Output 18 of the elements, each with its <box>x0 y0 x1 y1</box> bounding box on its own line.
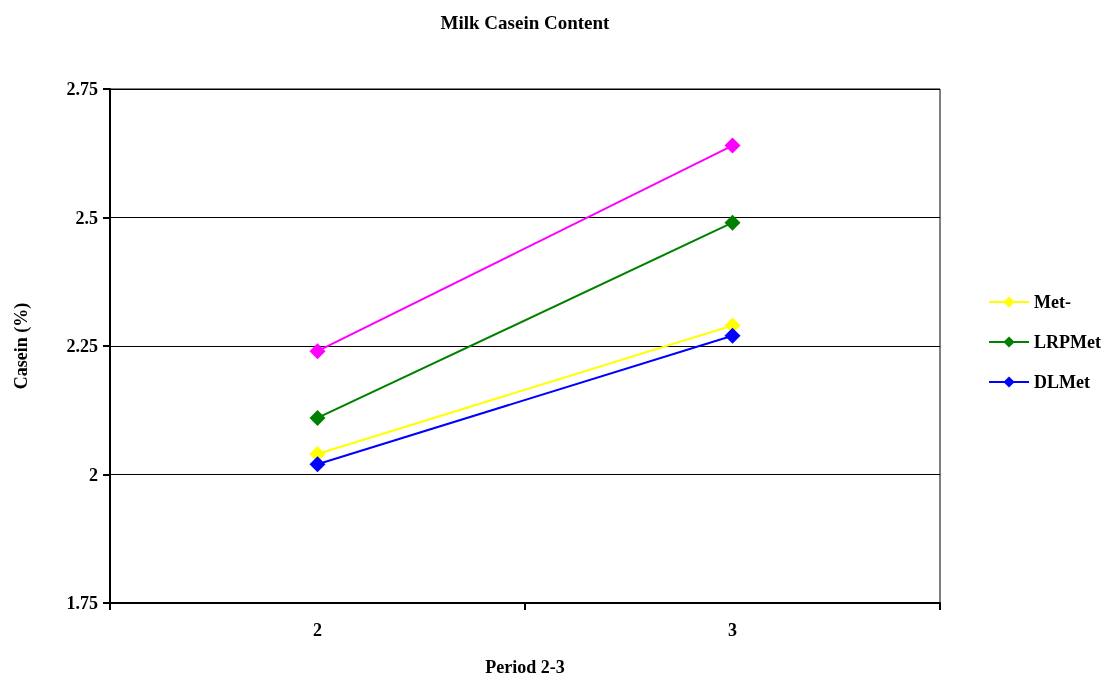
y-axis-title: Casein (%) <box>11 302 32 390</box>
point <box>724 327 741 344</box>
y-tick-label: 2.25 <box>66 336 98 356</box>
legend-label: LRPMet <box>1034 332 1102 352</box>
y-tick-label: 2.75 <box>66 79 98 99</box>
point <box>309 409 326 426</box>
point <box>724 214 741 231</box>
point <box>724 137 741 154</box>
point <box>309 456 326 473</box>
legend-label: Met- <box>1034 292 1071 312</box>
y-tick-label: 1.75 <box>66 593 98 613</box>
x-axis-title: Period 2-3 <box>485 657 565 677</box>
y-tick-label: 2.5 <box>75 207 98 228</box>
y-tick-label: 2 <box>89 464 98 485</box>
chart-title: Milk Casein Content <box>440 12 611 33</box>
x-tick-label: 3 <box>728 620 737 640</box>
point <box>309 343 326 360</box>
legend-label: DLMet <box>1034 372 1091 392</box>
